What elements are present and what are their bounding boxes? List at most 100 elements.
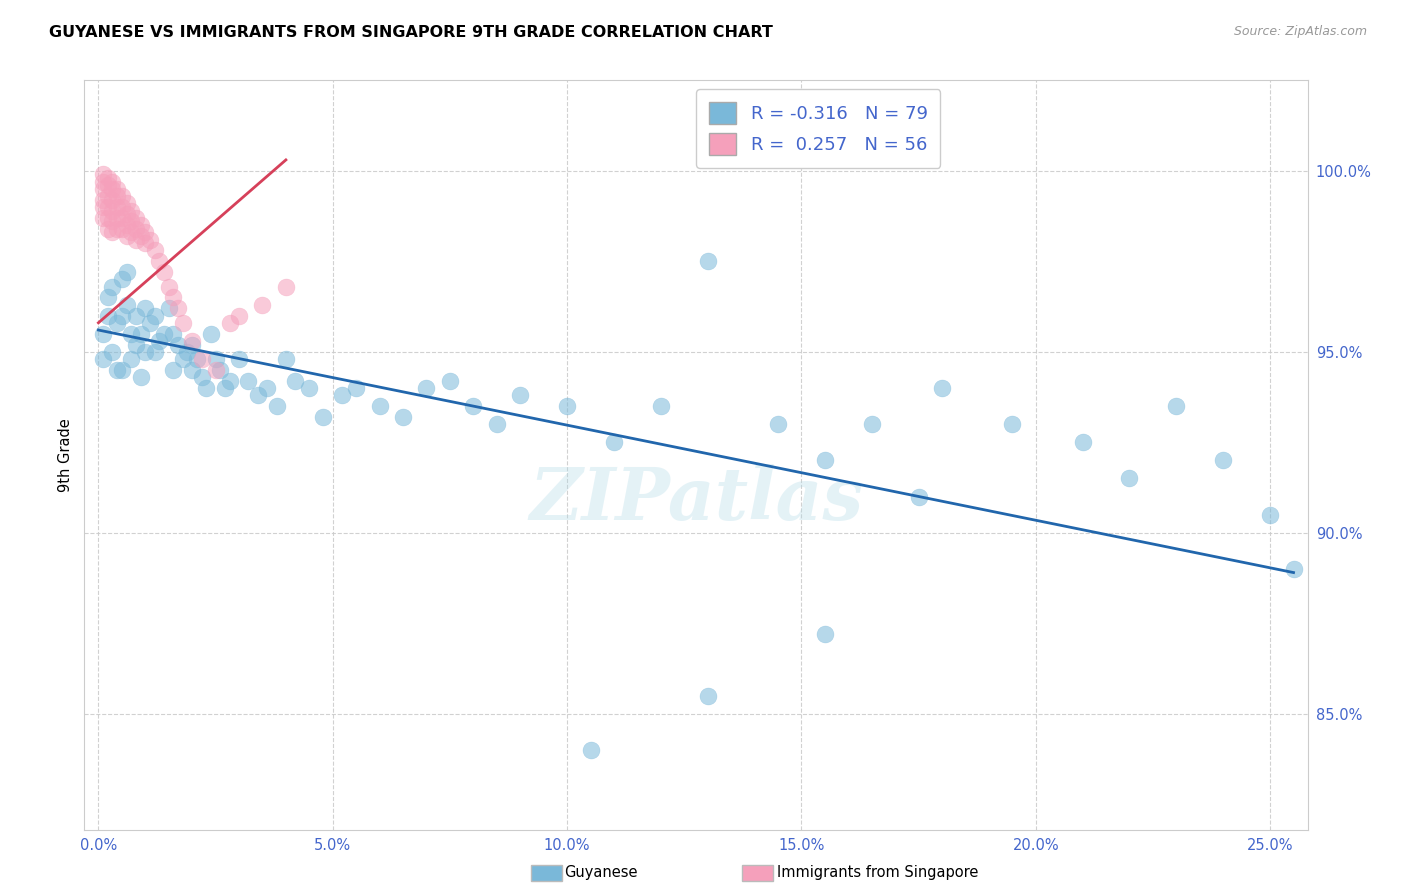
Point [167, 337, 190, 351]
Point [415, 381, 437, 395]
Point [284, 374, 307, 388]
Point [97, 309, 120, 323]
Point [91, 351, 114, 366]
Text: GUYANESE VS IMMIGRANTS FROM SINGAPORE 9TH GRADE CORRELATION CHART: GUYANESE VS IMMIGRANTS FROM SINGAPORE 9T… [49, 25, 773, 40]
Point [463, 399, 485, 413]
Text: Source: ZipAtlas.com: Source: ZipAtlas.com [1233, 25, 1367, 38]
Point [439, 374, 461, 388]
Point [256, 381, 278, 395]
Point [814, 453, 837, 467]
Point [218, 316, 240, 330]
Point [115, 218, 138, 232]
Point [1282, 562, 1305, 576]
Point [172, 316, 194, 330]
Point [603, 435, 626, 450]
Point [143, 344, 166, 359]
Point [111, 200, 134, 214]
Point [330, 388, 353, 402]
Point [298, 381, 321, 395]
Point [91, 182, 114, 196]
Point [509, 388, 531, 402]
Point [139, 233, 162, 247]
Point [266, 399, 288, 413]
Text: ZIPatlas: ZIPatlas [529, 465, 863, 535]
Point [181, 337, 204, 351]
Point [105, 182, 128, 196]
Point [218, 374, 240, 388]
Point [101, 175, 124, 189]
Point [134, 225, 156, 239]
Point [111, 363, 134, 377]
Point [214, 381, 236, 395]
Point [1258, 508, 1281, 522]
Point [485, 417, 508, 432]
Point [344, 381, 367, 395]
Point [111, 272, 134, 286]
Point [129, 228, 152, 243]
Point [97, 211, 120, 225]
Point [860, 417, 883, 432]
Point [148, 334, 170, 348]
Point [101, 203, 124, 218]
Point [579, 743, 602, 757]
Point [120, 326, 142, 341]
Point [120, 203, 142, 218]
Point [97, 200, 120, 214]
Point [650, 399, 672, 413]
Point [129, 326, 152, 341]
Legend: R = -0.316   N = 79, R =  0.257   N = 56: R = -0.316 N = 79, R = 0.257 N = 56 [696, 89, 941, 168]
Point [1166, 399, 1188, 413]
Point [555, 399, 578, 413]
Point [91, 200, 114, 214]
Y-axis label: 9th Grade: 9th Grade [58, 418, 73, 491]
Point [172, 351, 194, 366]
Point [91, 175, 114, 189]
Point [167, 301, 190, 316]
Point [97, 189, 120, 203]
Point [115, 196, 138, 211]
Point [252, 298, 274, 312]
Point [148, 254, 170, 268]
Point [766, 417, 789, 432]
Point [111, 309, 134, 323]
Point [157, 301, 180, 316]
Point [200, 326, 222, 341]
Point [162, 363, 184, 377]
Point [105, 200, 128, 214]
Point [125, 337, 148, 351]
Point [181, 363, 204, 377]
Point [91, 193, 114, 207]
Point [162, 326, 184, 341]
Point [204, 363, 226, 377]
Point [101, 182, 124, 196]
Point [190, 351, 212, 366]
Point [1071, 435, 1094, 450]
Point [115, 298, 138, 312]
Point [134, 301, 156, 316]
Point [246, 388, 269, 402]
Point [143, 244, 166, 258]
Text: Immigrants from Singapore: Immigrants from Singapore [776, 865, 979, 880]
Point [204, 351, 226, 366]
Point [274, 351, 297, 366]
Point [931, 381, 953, 395]
Point [134, 236, 156, 251]
Point [814, 627, 837, 641]
Point [105, 316, 128, 330]
Point [153, 326, 176, 341]
Point [162, 290, 184, 304]
Point [1212, 453, 1234, 467]
Point [105, 211, 128, 225]
Point [129, 370, 152, 384]
Point [105, 363, 128, 377]
Point [125, 221, 148, 235]
Point [153, 265, 176, 279]
Point [101, 344, 124, 359]
Point [120, 225, 142, 239]
Point [157, 279, 180, 293]
Point [91, 168, 114, 182]
Point [101, 279, 124, 293]
Point [101, 214, 124, 228]
Point [181, 334, 204, 348]
Point [111, 211, 134, 225]
